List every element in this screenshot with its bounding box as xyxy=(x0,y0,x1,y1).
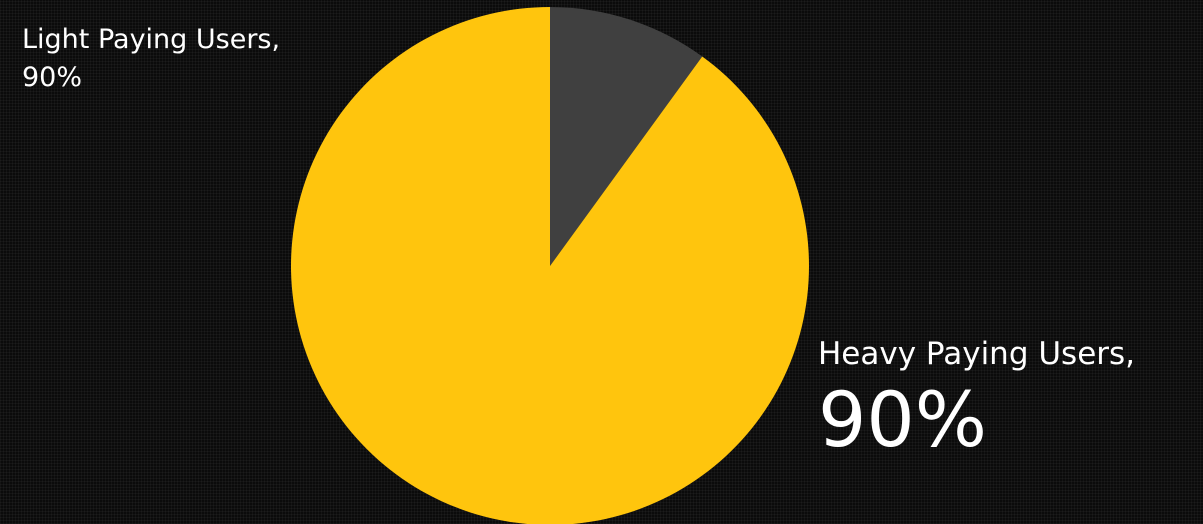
heavy-slice-label-name: Heavy Paying Users, xyxy=(818,336,1135,372)
pie-slice-light-paying-users xyxy=(550,7,703,266)
pie-slices xyxy=(291,7,809,524)
pie-slice-heavy-paying-users xyxy=(291,7,809,524)
heavy-slice-label-value: 90% xyxy=(818,375,987,464)
light-slice-label-name: Light Paying Users, xyxy=(22,24,280,55)
light-slice-label-value: 90% xyxy=(22,62,82,93)
